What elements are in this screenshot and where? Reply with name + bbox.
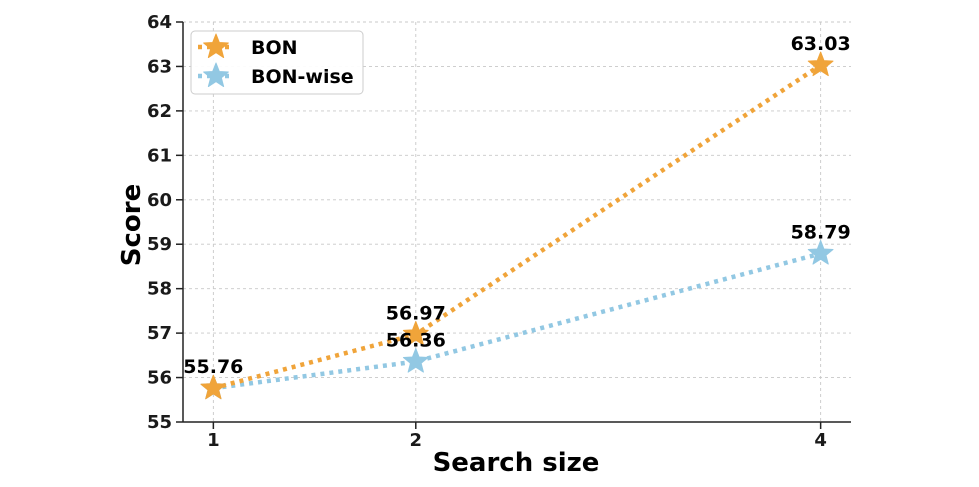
legend-box [190,30,364,95]
y-tick-label: 55 [147,412,172,433]
legend: BON BON-wise [190,30,364,95]
legend-marker-bon-wise [203,62,229,88]
data-label-bon-0: 55.76 [183,356,243,378]
x-tick-label: 4 [814,430,827,451]
y-tick-label: 58 [147,279,172,300]
legend-label-bon: BON [251,37,298,59]
x-axis-label: Search size [433,448,600,478]
x-axis-ticks: 1 2 4 [207,422,827,451]
y-tick-label: 60 [147,190,172,211]
point-bon-0 [200,374,227,400]
y-axis-ticks: 55 56 57 58 59 60 61 62 63 64 [147,12,183,433]
y-tick-label: 57 [147,323,172,344]
data-label-bon-1: 56.97 [386,302,446,324]
x-tick-label: 2 [410,430,423,451]
y-tick-label: 62 [147,101,172,122]
legend-label-bon-wise: BON-wise [251,66,354,88]
data-labels: 55.76 56.97 63.03 56.36 58.79 [183,33,850,378]
x-tick-label: 1 [207,430,220,451]
point-bon-wise-1 [402,348,429,373]
point-bon-2 [807,51,834,77]
data-label-bon-wise-2: 58.79 [791,222,851,244]
y-tick-label: 63 [147,56,172,77]
y-axis-label: Score [117,184,147,266]
y-tick-label: 64 [147,12,172,33]
y-tick-label: 61 [147,145,172,166]
y-tick-label: 56 [147,368,172,389]
data-label-bon-wise-1: 56.36 [386,330,446,352]
y-tick-label: 59 [147,234,172,255]
series-line-bon-wise [213,251,822,391]
legend-marker-bon [203,33,229,59]
series-line-bon [212,63,822,391]
data-label-bon-2: 63.03 [791,33,851,55]
point-bon-1 [402,320,429,346]
axes [182,22,851,423]
series-group [200,51,834,400]
point-bon-wise-2 [807,240,834,265]
